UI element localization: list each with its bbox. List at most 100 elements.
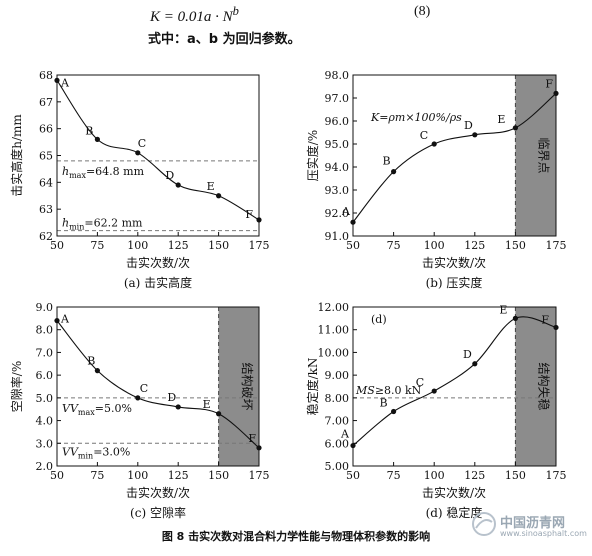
y-tick-label: 5.0 — [36, 392, 54, 405]
y-tick-label: 63 — [39, 203, 53, 216]
watermark-text: 中国沥青网 — [500, 516, 566, 531]
data-point — [175, 182, 181, 188]
data-point — [54, 77, 60, 83]
point-label: C — [420, 129, 428, 142]
x-tick-label: 150 — [208, 239, 229, 252]
data-point — [350, 219, 356, 225]
data-point — [472, 361, 478, 367]
chart-panel-4: 结构失稳 MS≥8.0 kN 50 75 100 125 150 175 5.00 6.00 7.0… — [305, 301, 567, 520]
point-label: E — [497, 113, 505, 126]
plot-frame — [352, 306, 557, 467]
data-point — [391, 408, 397, 415]
chart-panel-3: 结构破坏 VVmax=5.0% VVmin=3.0% 50 75 100 125 150 175… — [9, 301, 270, 520]
point-label: A — [60, 313, 70, 326]
y-tick-label: 7.00 — [325, 415, 350, 428]
data-point — [256, 217, 262, 223]
data-point — [391, 169, 397, 175]
panel-caption: (d) 稳定度 — [426, 505, 483, 520]
reference-line-label: MS≥8.0 kN — [355, 384, 422, 397]
x-tick-label: 175 — [249, 469, 270, 482]
y-axis-label: 击实高度h/mm — [9, 114, 24, 197]
point-label: F — [541, 313, 549, 326]
x-tick-label: 100 — [424, 469, 445, 482]
data-point — [350, 442, 356, 449]
y-axis-label: 空隙率/% — [9, 361, 24, 412]
x-tick-label: 150 — [208, 469, 229, 482]
x-tick-label: 125 — [168, 469, 189, 482]
point-label: A — [341, 205, 351, 218]
point-label: E — [203, 398, 211, 411]
data-point — [472, 132, 478, 138]
data-point — [216, 193, 222, 199]
chart-panel-2: 临界点 50 75 100 125 150 175 91.0 92.0 93.0 94.0 95.0 9… — [305, 69, 567, 290]
y-tick-label: 91.0 — [325, 230, 350, 243]
y-tick-label: 5.00 — [325, 460, 350, 473]
y-tick-label: 98.0 — [325, 69, 350, 82]
formula-text: K = 0.01a · N — [150, 9, 233, 25]
data-point — [512, 315, 519, 321]
formula-note: 式中：a、b 为回归参数。 — [148, 32, 301, 47]
reference-line-label: hmin=62.2 mm — [62, 217, 143, 232]
data-point — [431, 388, 437, 394]
x-tick-label: 125 — [464, 469, 485, 482]
y-tick-label: 95.0 — [325, 138, 350, 151]
x-axis-label: 击实次数/次 — [126, 255, 190, 270]
x-tick-label: 125 — [168, 239, 189, 252]
y-tick-label: 9.00 — [325, 369, 350, 382]
y-tick-label: 65 — [39, 150, 53, 163]
point-label: F — [245, 208, 253, 221]
x-tick-label: 75 — [90, 469, 104, 482]
watermark-url: www.sinoasphalt.com — [500, 529, 587, 538]
x-tick-label: 100 — [127, 239, 148, 252]
x-axis-label: 击实次数/次 — [422, 485, 486, 500]
y-tick-label: 3.0 — [36, 437, 54, 450]
plot-frame — [56, 306, 260, 467]
x-tick-label: 175 — [249, 239, 270, 252]
x-tick-label: 150 — [505, 469, 526, 482]
formula-exponent: b — [232, 4, 239, 18]
y-tick-label: 92.0 — [325, 207, 350, 220]
y-tick-label: 8.00 — [325, 392, 350, 405]
y-tick-label: 67 — [39, 96, 53, 109]
y-tick-label: 8.0 — [36, 324, 54, 337]
reference-line-label: VVmax=5.0% — [62, 402, 132, 417]
y-tick-label: 96.0 — [325, 115, 350, 128]
data-point — [256, 445, 262, 451]
y-axis-label: 稳定度/kN — [305, 358, 320, 416]
panel-tag: (d) — [371, 313, 387, 326]
watermark-logo-icon — [472, 512, 496, 536]
data-point — [54, 318, 60, 324]
point-label: D — [167, 391, 176, 404]
x-tick-label: 50 — [346, 469, 360, 482]
point-label: C — [138, 137, 146, 150]
shaded-region — [515, 75, 556, 236]
y-tick-label: 66 — [39, 123, 53, 136]
point-label: E — [499, 303, 507, 316]
series-line — [56, 320, 260, 449]
point-label: B — [87, 355, 95, 368]
point-label: C — [416, 376, 424, 389]
y-tick-label: 6.0 — [36, 369, 54, 382]
formula-number: (8) — [414, 4, 431, 19]
x-tick-label: 125 — [464, 239, 485, 252]
shaded-region — [218, 307, 259, 466]
series-line — [56, 80, 260, 221]
y-tick-label: 64 — [39, 176, 53, 189]
data-point — [135, 395, 141, 401]
y-tick-label: 62 — [39, 230, 53, 243]
y-tick-label: 6.00 — [325, 437, 350, 450]
shade-label: 临界点 — [537, 137, 551, 173]
series-line — [352, 92, 557, 223]
data-point — [216, 411, 222, 417]
x-tick-label: 75 — [90, 239, 104, 252]
series-line — [352, 316, 557, 446]
point-label: B — [85, 124, 93, 137]
data-point — [135, 150, 141, 156]
shaded-region — [515, 307, 556, 466]
point-label: C — [140, 382, 148, 395]
point-label: B — [383, 155, 391, 168]
y-tick-label: 7.0 — [36, 346, 54, 359]
y-tick-label: 4.0 — [36, 415, 54, 428]
x-axis-label: 击实次数/次 — [422, 255, 486, 270]
y-tick-label: 12.00 — [318, 301, 350, 314]
